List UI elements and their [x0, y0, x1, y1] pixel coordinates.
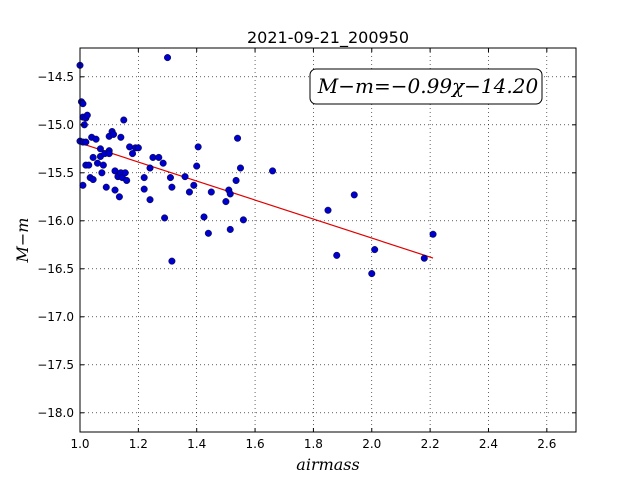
data-point	[168, 257, 176, 265]
data-point	[140, 174, 148, 182]
data-point	[159, 159, 167, 167]
x-tick-label: 1.2	[129, 437, 148, 451]
grid	[80, 48, 576, 432]
y-tick-label: −18.0	[37, 406, 74, 420]
data-point	[190, 181, 198, 189]
data-point	[234, 134, 242, 142]
data-point	[236, 164, 244, 172]
plot-frame	[79, 47, 577, 433]
y-tick-label: −16.5	[37, 262, 74, 276]
data-point	[96, 145, 104, 153]
data-point	[146, 164, 154, 172]
x-tick-label: 2.0	[362, 437, 381, 451]
y-tick-label: −15.5	[37, 166, 74, 180]
fit-line	[79, 142, 434, 259]
x-tick-label: 2.2	[421, 437, 440, 451]
data-point	[120, 116, 128, 124]
data-point	[129, 150, 137, 158]
x-tick-label: 1.8	[304, 437, 323, 451]
data-point	[102, 183, 110, 191]
data-point	[185, 188, 193, 196]
data-point	[79, 100, 87, 108]
data-point	[232, 176, 240, 184]
data-point	[89, 153, 97, 161]
axis-ticks: 1.0 1.2 1.4 1.6 1.8 2.0 2.2 2.4 2.6 −14.5 −15.0 −15…	[37, 48, 576, 451]
data-point	[105, 150, 113, 158]
data-point	[200, 213, 208, 221]
data-point	[226, 190, 234, 198]
data-point	[161, 214, 169, 222]
data-point	[194, 143, 202, 151]
data-point	[269, 167, 277, 175]
data-point	[111, 167, 119, 175]
data-point	[181, 173, 189, 181]
y-axis-label: M−m	[13, 218, 32, 264]
data-point	[121, 169, 129, 177]
data-point	[85, 161, 93, 169]
y-tick-label: −15.0	[37, 118, 74, 132]
data-point	[420, 254, 428, 262]
data-point	[111, 186, 119, 194]
data-point	[226, 225, 234, 233]
plot-background	[80, 48, 576, 432]
annotation-box	[309, 68, 543, 105]
data-point	[134, 144, 142, 152]
x-tick-label: 2.4	[479, 437, 498, 451]
data-point	[83, 111, 91, 119]
x-axis-label: airmass	[296, 455, 359, 474]
data-point	[115, 193, 123, 201]
data-point	[79, 181, 87, 189]
fit-annotation: M−m=−0.99χ−14.20	[317, 74, 539, 98]
data-point	[149, 153, 157, 161]
data-point	[98, 169, 106, 177]
x-tick-label: 2.6	[537, 437, 556, 451]
data-point	[166, 174, 174, 182]
data-point	[82, 138, 90, 146]
y-tick-label: −16.0	[37, 214, 74, 228]
y-tick-label: −14.5	[37, 70, 74, 84]
data-point	[429, 230, 437, 238]
data-point	[94, 159, 102, 167]
y-tick-label: −17.0	[37, 310, 74, 324]
data-point	[110, 130, 118, 138]
data-point	[164, 54, 172, 62]
data-point	[222, 198, 230, 206]
data-point	[123, 176, 131, 184]
data-point	[117, 133, 125, 141]
data-point	[155, 153, 163, 161]
data-point	[99, 161, 107, 169]
fit-line-group	[79, 142, 434, 259]
data-point	[371, 246, 379, 254]
x-tick-label: 1.0	[70, 437, 89, 451]
data-point	[204, 229, 212, 237]
data-point	[89, 176, 97, 184]
data-point	[333, 251, 341, 259]
data-point	[140, 185, 148, 193]
data-point	[239, 216, 247, 224]
data-point	[92, 135, 100, 143]
data-point	[368, 270, 376, 278]
data-point	[350, 191, 358, 199]
data-point	[146, 196, 154, 204]
data-points	[76, 54, 437, 278]
x-tick-label: 1.6	[246, 437, 265, 451]
x-tick-label: 1.4	[187, 437, 206, 451]
data-point	[324, 206, 332, 214]
data-point	[168, 183, 176, 191]
data-point	[207, 188, 215, 196]
data-point	[193, 162, 201, 170]
chart-title: 2021-09-21_200950	[247, 28, 409, 48]
data-point	[126, 143, 134, 151]
y-tick-label: −17.5	[37, 358, 74, 372]
